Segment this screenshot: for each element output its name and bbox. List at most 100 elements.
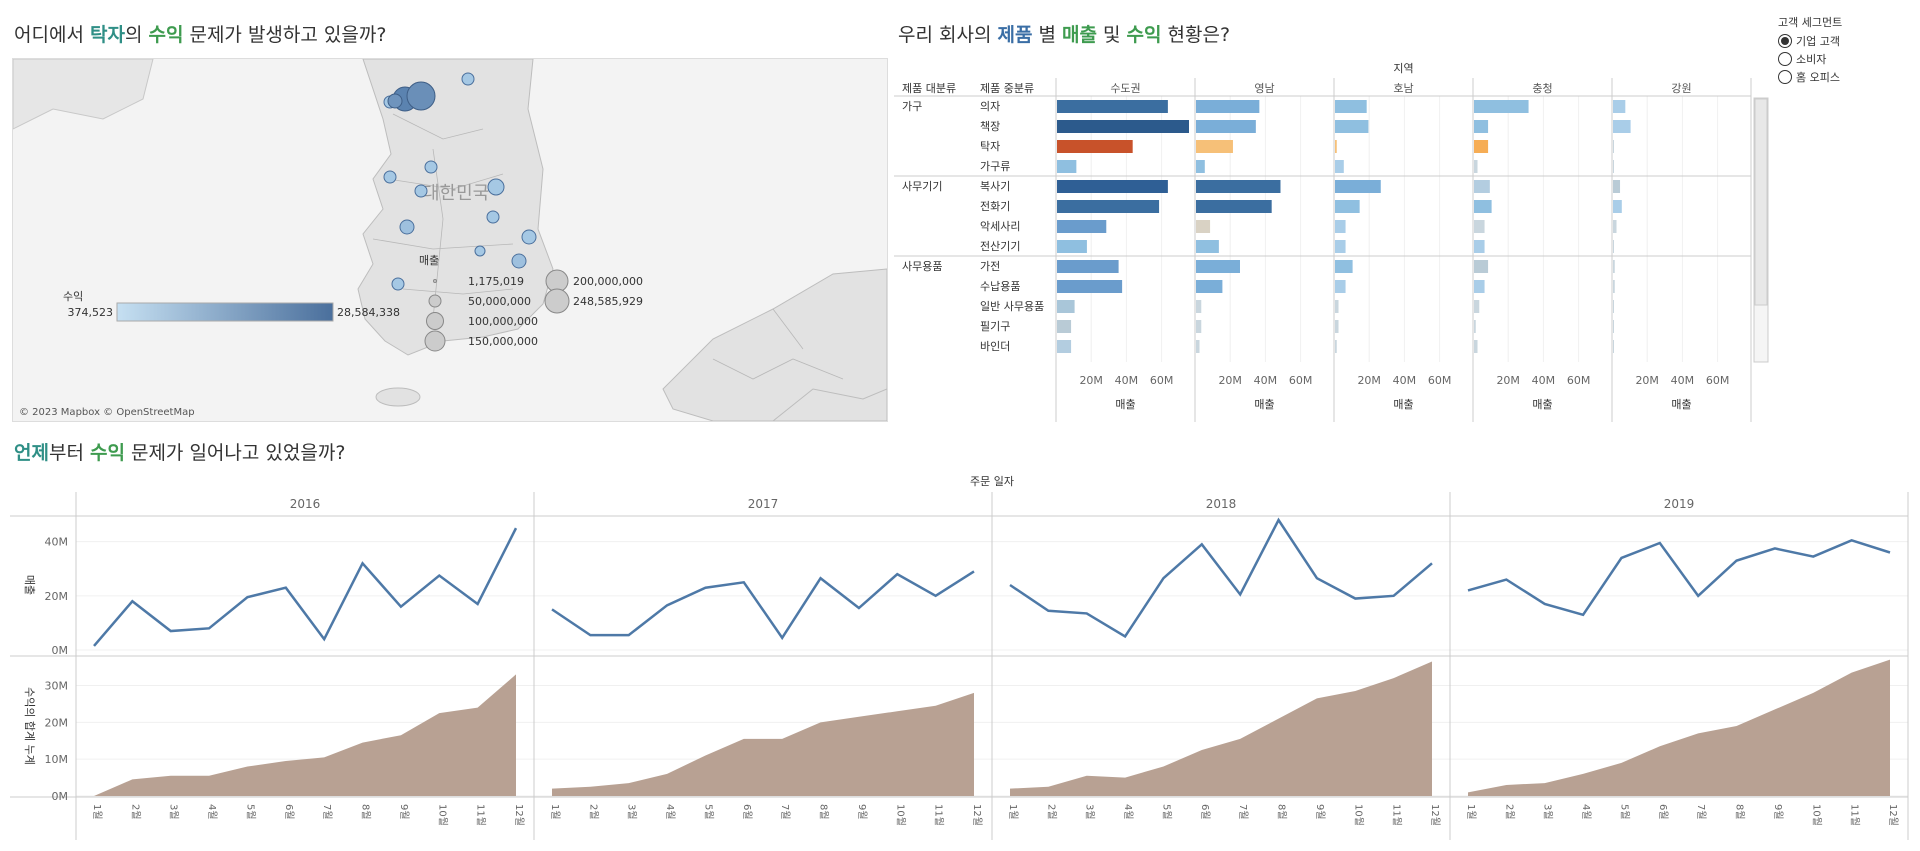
bar-영남-가구류[interactable] <box>1196 160 1205 173</box>
bar-호남-의자[interactable] <box>1335 100 1367 113</box>
bar-수도권-가구류[interactable] <box>1057 160 1077 173</box>
profit-area-2018[interactable] <box>1010 661 1432 796</box>
bar-강원-책장[interactable] <box>1613 120 1631 133</box>
bar-충청-복사기[interactable] <box>1474 180 1490 193</box>
segment-option-corporate[interactable]: 기업 고객 <box>1778 32 1842 50</box>
scrollbar-thumb[interactable] <box>1754 98 1768 306</box>
bar-호남-책장[interactable] <box>1335 120 1369 133</box>
bar-충청-가구류[interactable] <box>1474 160 1478 173</box>
map-bubble[interactable] <box>391 277 405 291</box>
sales-line-2018[interactable] <box>1009 517 1433 639</box>
map-bubble[interactable] <box>486 210 500 224</box>
bar-영남-책장[interactable] <box>1196 120 1256 133</box>
segment-option-consumer[interactable]: 소비자 <box>1778 50 1842 68</box>
bar-충청-의자[interactable] <box>1474 100 1529 113</box>
map-attribution[interactable]: © 2023 Mapbox © OpenStreetMap <box>19 407 195 418</box>
bar-수도권-전화기[interactable] <box>1057 200 1160 213</box>
bar-충청-바인더[interactable] <box>1474 340 1478 353</box>
map-bubble[interactable] <box>424 160 438 174</box>
bar-호남-가전[interactable] <box>1335 260 1353 273</box>
bar-영남-전산기기[interactable] <box>1196 240 1219 253</box>
map-bubble[interactable] <box>387 93 403 109</box>
map-panel[interactable]: 대한민국 수익 374,523 <box>12 58 888 422</box>
size-legend-circle <box>544 288 570 314</box>
bar-호남-가구류[interactable] <box>1335 160 1344 173</box>
bar-영남-수납용품[interactable] <box>1196 280 1223 293</box>
map-bubble[interactable] <box>521 229 537 245</box>
bar-강원-가구류[interactable] <box>1613 160 1614 173</box>
bar-강원-수납용품[interactable] <box>1613 280 1615 293</box>
bar-강원-필기구[interactable] <box>1613 320 1614 333</box>
x-tick-label: 60M <box>1289 374 1313 387</box>
bar-강원-복사기[interactable] <box>1613 180 1621 193</box>
bar-강원-바인더[interactable] <box>1613 340 1614 353</box>
bar-수도권-전산기기[interactable] <box>1057 240 1087 253</box>
bar-강원-탁자[interactable] <box>1613 140 1614 153</box>
bar-충청-전화기[interactable] <box>1474 200 1492 213</box>
bar-영남-의자[interactable] <box>1196 100 1260 113</box>
bar-수도권-바인더[interactable] <box>1057 340 1072 353</box>
map-bubble[interactable] <box>414 184 428 198</box>
map-bubble[interactable] <box>461 72 475 86</box>
radio-icon[interactable] <box>1778 70 1792 84</box>
bar-수도권-책장[interactable] <box>1057 120 1189 133</box>
bar-강원-전산기기[interactable] <box>1613 240 1614 253</box>
bar-강원-의자[interactable] <box>1613 100 1626 113</box>
bar-수도권-가전[interactable] <box>1057 260 1119 273</box>
map-bubble[interactable] <box>511 253 527 269</box>
bar-호남-필기구[interactable] <box>1335 320 1339 333</box>
bar-영남-바인더[interactable] <box>1196 340 1200 353</box>
bar-충청-악세사리[interactable] <box>1474 220 1485 233</box>
bar-수도권-필기구[interactable] <box>1057 320 1072 333</box>
profit-area-2019[interactable] <box>1468 659 1890 796</box>
bar-영남-전화기[interactable] <box>1196 200 1272 213</box>
bar-강원-전화기[interactable] <box>1613 200 1622 213</box>
map-bubbles[interactable] <box>383 72 537 291</box>
bar-호남-탁자[interactable] <box>1335 140 1337 153</box>
profit-area-2017[interactable] <box>552 692 974 796</box>
bar-영남-일반 사무용품[interactable] <box>1196 300 1202 313</box>
profit-area-2016[interactable] <box>94 674 516 796</box>
bar-영남-악세사리[interactable] <box>1196 220 1211 233</box>
bar-영남-가전[interactable] <box>1196 260 1240 273</box>
map-bubble[interactable] <box>406 81 436 111</box>
bar-영남-복사기[interactable] <box>1196 180 1281 193</box>
bar-호남-전화기[interactable] <box>1335 200 1360 213</box>
bar-호남-전산기기[interactable] <box>1335 240 1346 253</box>
bar-호남-일반 사무용품[interactable] <box>1335 300 1339 313</box>
map-bubble[interactable] <box>487 178 505 196</box>
bar-호남-수납용품[interactable] <box>1335 280 1346 293</box>
bar-강원-일반 사무용품[interactable] <box>1613 300 1614 313</box>
bar-수도권-탁자[interactable] <box>1057 140 1133 153</box>
bar-수도권-복사기[interactable] <box>1057 180 1168 193</box>
bar-충청-가전[interactable] <box>1474 260 1489 273</box>
bar-충청-책장[interactable] <box>1474 120 1489 133</box>
map-svg[interactable]: 대한민국 수익 374,523 <box>13 59 887 421</box>
bar-영남-탁자[interactable] <box>1196 140 1233 153</box>
sales-line-2017[interactable] <box>551 570 975 641</box>
subcategory-label: 필기구 <box>980 320 1010 333</box>
bar-호남-바인더[interactable] <box>1335 340 1337 353</box>
bar-충청-탁자[interactable] <box>1474 140 1489 153</box>
bar-강원-악세사리[interactable] <box>1613 220 1617 233</box>
bar-충청-필기구[interactable] <box>1474 320 1476 333</box>
map-bubble[interactable] <box>474 245 486 257</box>
bar-수도권-의자[interactable] <box>1057 100 1168 113</box>
bar-강원-가전[interactable] <box>1613 260 1615 273</box>
segment-option-home-office[interactable]: 홈 오피스 <box>1778 68 1842 86</box>
sales-line-2019[interactable] <box>1467 538 1891 617</box>
bar-수도권-일반 사무용품[interactable] <box>1057 300 1075 313</box>
bar-충청-수납용품[interactable] <box>1474 280 1485 293</box>
bar-영남-필기구[interactable] <box>1196 320 1202 333</box>
radio-selected-icon[interactable] <box>1778 34 1792 48</box>
radio-icon[interactable] <box>1778 52 1792 66</box>
map-bubble[interactable] <box>399 219 415 235</box>
bar-호남-악세사리[interactable] <box>1335 220 1346 233</box>
sales-line-2016[interactable] <box>93 527 518 647</box>
bar-충청-일반 사무용품[interactable] <box>1474 300 1480 313</box>
bar-충청-전산기기[interactable] <box>1474 240 1485 253</box>
bar-호남-복사기[interactable] <box>1335 180 1381 193</box>
map-bubble[interactable] <box>383 170 397 184</box>
bar-수도권-수납용품[interactable] <box>1057 280 1123 293</box>
bar-수도권-악세사리[interactable] <box>1057 220 1107 233</box>
